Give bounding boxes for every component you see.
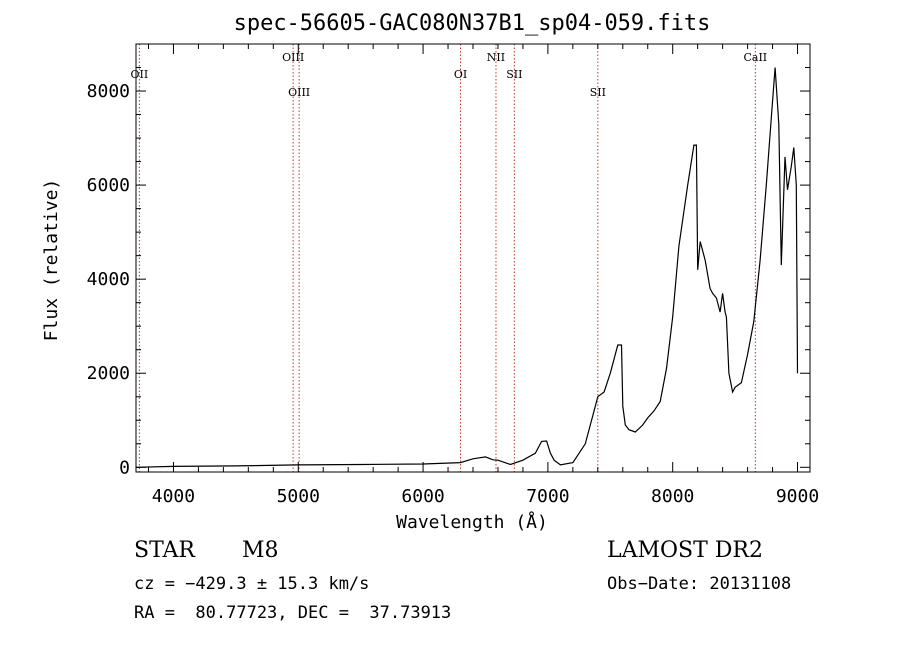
x-tick-label-1: 5000 [277,486,320,507]
line-mark-label-4: NII [487,51,505,64]
axis-ticks: 4000 5000 6000 7000 8000 9000 0 2000 4000 6000 800… [87,44,819,507]
y-tick-label-1: 2000 [87,363,130,384]
x-axis-label: Wavelength (Å) [396,511,548,533]
object-type: STAR [134,538,195,563]
x-tick-label-0: 4000 [152,486,195,507]
y-tick-label-0: 0 [119,457,130,478]
x-tick-label-4: 8000 [651,486,694,507]
line-mark-label-3: OI [454,68,467,81]
line-mark-label-5: SII [506,68,522,81]
y-tick-label-4: 8000 [87,81,130,102]
chart-title: spec-56605-GAC080N37B1_sp04-059.fits [234,11,711,36]
coordinates-text: RA = 80.77723, DEC = 37.73913 [134,603,452,623]
redshift-text: cz = −429.3 ± 15.3 km/s [134,574,370,594]
line-mark-label-1: OIII [282,51,304,64]
line-mark-label-0: OII [131,68,149,81]
survey-name: LAMOST DR2 [607,538,763,563]
line-mark-label-7: CaII [743,51,767,64]
plot-frame [135,43,811,473]
object-subclass: M8 [242,538,279,563]
x-tick-label-2: 6000 [401,486,444,507]
spectrum-chart: spec-56605-GAC080N37B1_sp04-059.fits OII… [41,11,819,533]
spectrum-line [135,67,799,468]
y-tick-label-3: 6000 [87,175,130,196]
line-mark-label-6: SII [590,86,606,99]
x-tick-label-5: 9000 [776,486,819,507]
line-mark-label-2: OIII [288,86,310,99]
y-axis-label: Flux (relative) [41,179,62,342]
x-tick-label-3: 7000 [526,486,569,507]
y-tick-label-2: 4000 [87,269,130,290]
obs-date-text: Obs−Date: 20131108 [607,574,792,594]
